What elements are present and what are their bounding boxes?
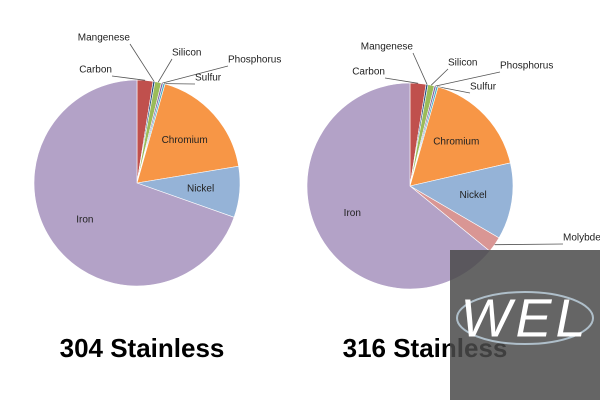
watermark-swoosh: [456, 291, 594, 345]
slice-label: Phosphorus: [228, 55, 281, 66]
slice-label: Mangenese: [361, 42, 414, 53]
leader-line: [437, 86, 471, 94]
pie-slice: [409, 86, 511, 187]
slice-label: Sulfur: [470, 82, 497, 93]
leader-line: [111, 75, 146, 81]
slice-label: Molybdenum: [563, 233, 600, 244]
leader-line: [435, 71, 501, 87]
slice-label: Sulfur: [195, 73, 222, 84]
slice-label: Silicon: [448, 58, 477, 69]
slice-label: Silicon: [172, 48, 201, 59]
leader-line: [384, 77, 419, 84]
leader-line: [494, 243, 564, 246]
chart-title: 304 Stainless: [60, 333, 225, 363]
leader-line: [430, 68, 449, 86]
slice-label: Iron: [76, 215, 93, 226]
pie-slice: [136, 83, 239, 184]
slice-label: Nickel: [187, 183, 214, 194]
slice-label: Iron: [344, 208, 361, 219]
slice-label: Nickel: [460, 190, 487, 201]
watermark-text: WEL: [460, 288, 589, 348]
slice-label: Carbon: [352, 67, 385, 78]
leader-line: [129, 43, 155, 82]
pie-slice: [33, 79, 235, 287]
leader-line: [162, 65, 229, 84]
slice-label: Chromium: [433, 137, 479, 148]
leader-line: [412, 52, 428, 85]
watermark-box: [450, 250, 600, 400]
slice-label: Chromium: [162, 135, 208, 146]
slice-label: Carbon: [79, 65, 112, 76]
leader-line: [157, 58, 173, 83]
slice-label: Mangenese: [78, 33, 131, 44]
pie-slice: [306, 82, 491, 290]
slice-label: Phosphorus: [500, 61, 553, 72]
pie-slice: [409, 162, 514, 239]
